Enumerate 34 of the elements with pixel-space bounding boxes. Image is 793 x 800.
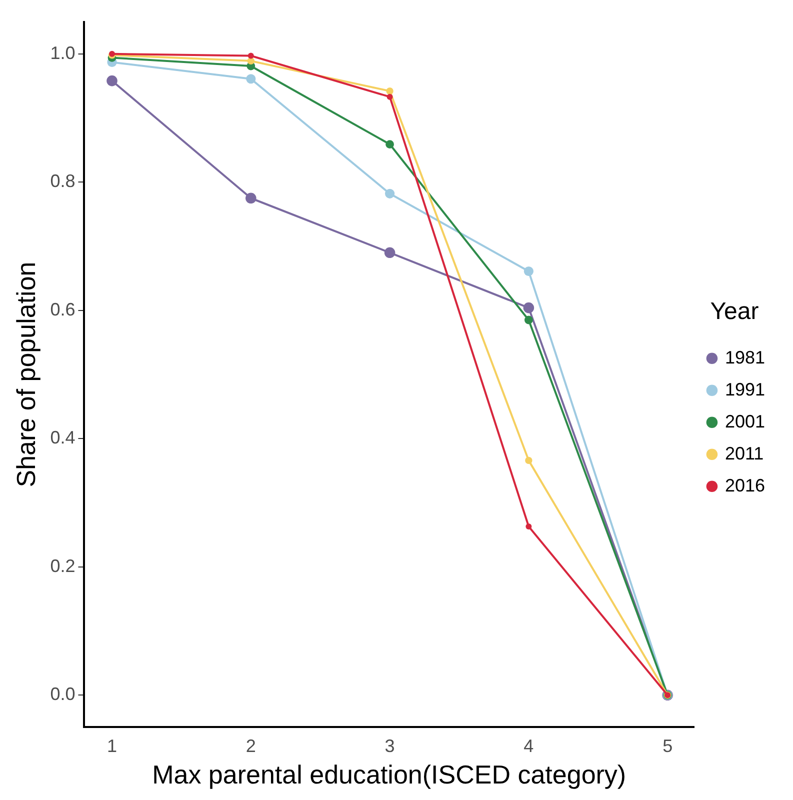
point — [524, 316, 533, 324]
x-tick-label: 1 — [106, 736, 118, 756]
legend-label: 2011 — [724, 443, 764, 464]
y-tick-label: 0.6 — [50, 299, 76, 320]
point — [523, 302, 534, 314]
point — [524, 266, 534, 276]
x-tick-label: 4 — [524, 736, 534, 756]
legend-label: 2001 — [724, 411, 766, 432]
legend-label: 1991 — [724, 379, 766, 400]
x-tick-label: 5 — [662, 736, 673, 756]
y-tick-label: 0.4 — [50, 428, 76, 448]
point — [525, 456, 532, 464]
point — [386, 94, 393, 100]
x-tick-label: 2 — [246, 736, 256, 756]
point — [386, 87, 394, 95]
legend-label: 1981 — [724, 347, 766, 368]
point — [248, 52, 254, 59]
x-tick-label: 3 — [384, 736, 395, 756]
legend-label: 2016 — [724, 475, 766, 496]
legend-title: Year — [710, 298, 759, 326]
point — [245, 192, 256, 204]
y-tick-label: 0.8 — [50, 171, 76, 192]
point — [386, 140, 394, 148]
point — [246, 74, 256, 84]
point — [384, 247, 396, 258]
x-axis-title: Max parental education(ISCED category) — [152, 760, 626, 790]
point — [247, 57, 254, 65]
y-tick-label: 1.0 — [50, 42, 76, 63]
y-axis-title: Share of population — [10, 262, 41, 488]
point — [526, 523, 532, 530]
point — [384, 188, 395, 198]
y-tick-label: 0.2 — [50, 556, 76, 576]
y-tick-label: 0.0 — [50, 684, 76, 704]
point — [106, 75, 118, 86]
